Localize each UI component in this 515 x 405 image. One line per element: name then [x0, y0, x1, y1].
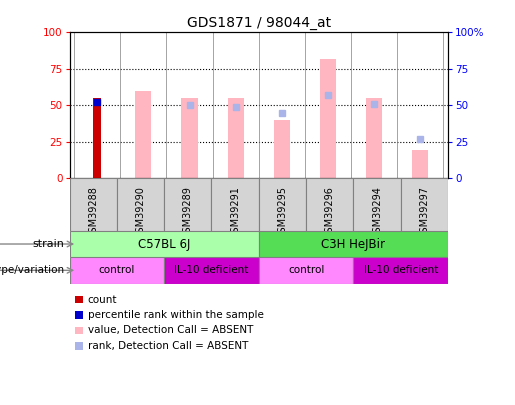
Text: control: control — [288, 265, 324, 275]
Bar — [401, 178, 448, 231]
Text: GSM39297: GSM39297 — [419, 186, 430, 239]
Bar — [164, 178, 212, 231]
Bar — [164, 257, 259, 284]
Text: percentile rank within the sample: percentile rank within the sample — [88, 310, 264, 320]
Bar — [353, 178, 401, 231]
Text: genotype/variation: genotype/variation — [0, 265, 64, 275]
Bar — [70, 178, 117, 231]
Bar — [413, 151, 428, 178]
Text: IL-10 deficient: IL-10 deficient — [174, 265, 249, 275]
Bar — [117, 178, 164, 231]
Text: C3H HeJBir: C3H HeJBir — [321, 237, 385, 251]
Bar — [306, 178, 353, 231]
Bar — [93, 98, 101, 178]
Text: GSM39296: GSM39296 — [325, 186, 335, 239]
Bar — [212, 178, 259, 231]
Text: GSM39289: GSM39289 — [183, 186, 193, 239]
Text: GSM39288: GSM39288 — [88, 186, 98, 239]
Bar — [228, 98, 244, 178]
Bar — [181, 98, 198, 178]
Bar — [259, 231, 448, 257]
Bar — [353, 257, 448, 284]
Text: control: control — [99, 265, 135, 275]
Bar — [320, 59, 336, 178]
Bar — [274, 120, 290, 178]
Text: value, Detection Call = ABSENT: value, Detection Call = ABSENT — [88, 326, 253, 335]
Text: GSM39290: GSM39290 — [135, 186, 146, 239]
Bar — [70, 257, 164, 284]
Bar — [366, 98, 382, 178]
Text: GSM39291: GSM39291 — [230, 186, 240, 239]
Bar — [70, 231, 259, 257]
Text: count: count — [88, 295, 117, 305]
Text: C57BL 6J: C57BL 6J — [138, 237, 191, 251]
Text: rank, Detection Call = ABSENT: rank, Detection Call = ABSENT — [88, 341, 248, 351]
Bar — [259, 178, 306, 231]
Text: GSM39295: GSM39295 — [278, 186, 287, 239]
Title: GDS1871 / 98044_at: GDS1871 / 98044_at — [187, 16, 331, 30]
Text: strain: strain — [32, 239, 64, 249]
Text: IL-10 deficient: IL-10 deficient — [364, 265, 438, 275]
Text: GSM39294: GSM39294 — [372, 186, 382, 239]
Bar — [135, 91, 151, 178]
Bar — [259, 257, 353, 284]
